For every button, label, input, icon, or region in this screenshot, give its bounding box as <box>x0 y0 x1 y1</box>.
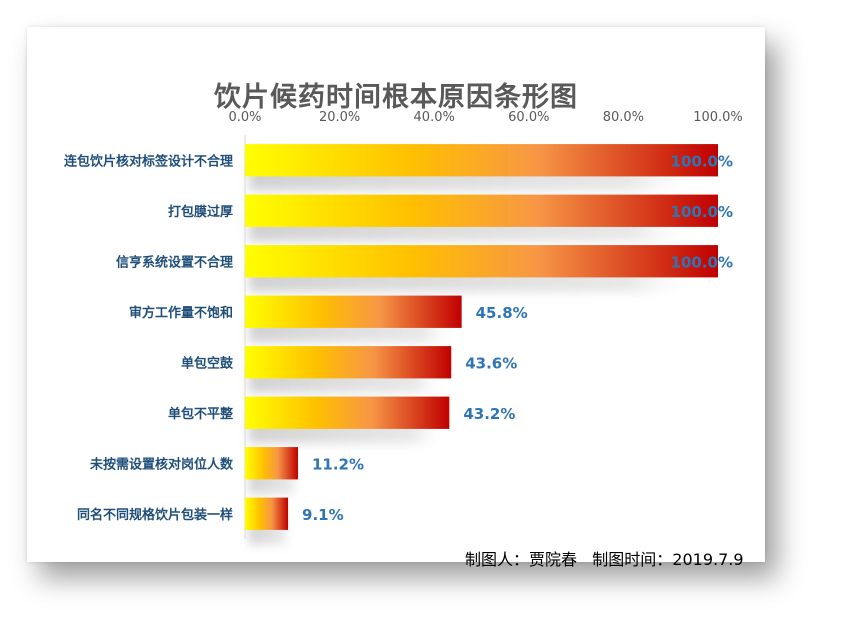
data-label: 43.2% <box>463 405 515 423</box>
category-label: 信亨系统设置不合理 <box>116 254 233 270</box>
category-label: 同名不同规格饮片包装一样 <box>77 507 233 523</box>
data-label: 43.6% <box>465 354 517 372</box>
data-label: 11.2% <box>312 455 364 473</box>
data-label: 45.8% <box>476 304 528 322</box>
chart-card: 饮片候药时间根本原因条形图 0.0% 20.0% 40.0% 60.0% 80.0% 10… <box>27 27 765 569</box>
x-tick-label: 20.0% <box>319 110 360 125</box>
category-label: 单包不平整 <box>168 406 234 422</box>
chart-credit: 制图人：贾院春 制图时间：2019.7.9 <box>465 546 744 570</box>
data-label: 100.0% <box>671 152 733 170</box>
x-tick-label: 80.0% <box>603 110 644 125</box>
bar-chart: 0.0% 20.0% 40.0% 60.0% 80.0% 100.0% 连包饮片核对标签设… <box>64 110 743 545</box>
data-label: 100.0% <box>671 203 733 221</box>
x-tick-label: 100.0% <box>693 110 743 125</box>
author-credit: 制图人：贾院春 <box>465 550 578 569</box>
data-label: 9.1% <box>302 506 344 524</box>
bar <box>245 497 289 530</box>
category-label: 未按需设置核对岗位人数 <box>89 456 234 472</box>
category-label: 连包饮片核对标签设计不合理 <box>64 153 233 169</box>
category-label: 单包空鼓 <box>181 355 234 371</box>
bar <box>245 245 718 278</box>
bar <box>245 194 718 227</box>
chart-title: 饮片候药时间根本原因条形图 <box>214 82 578 113</box>
bar <box>245 447 298 480</box>
bar <box>245 295 462 328</box>
category-label: 审方工作量不饱和 <box>129 305 233 321</box>
x-tick-label: 60.0% <box>508 110 549 125</box>
x-tick-label: 40.0% <box>414 110 455 125</box>
data-label: 100.0% <box>671 253 733 271</box>
category-label: 打包膜过厚 <box>168 204 233 220</box>
bar <box>245 396 450 429</box>
x-tick-label: 0.0% <box>228 110 261 125</box>
bar <box>245 346 452 379</box>
time-credit: 制图时间：2019.7.9 <box>592 550 744 569</box>
bar <box>245 144 718 177</box>
